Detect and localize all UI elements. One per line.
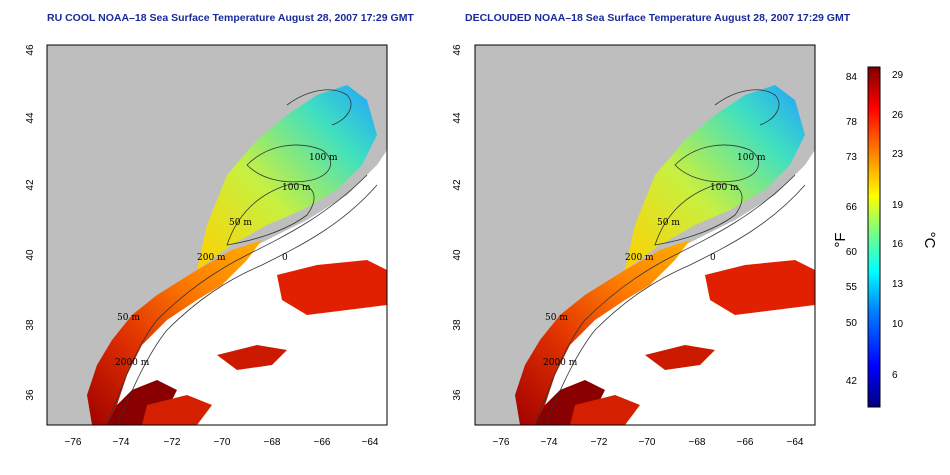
celsius-label: °C	[921, 232, 938, 249]
c-tick-26: 26	[892, 110, 904, 121]
left-contour-label-5: 0	[282, 253, 288, 263]
left-contour-label-6: 50 m	[117, 313, 140, 323]
left-x-tick-64: −64	[362, 437, 379, 448]
left-x-tick-66: −66	[314, 437, 331, 448]
right-contour-label-5: 0	[710, 253, 716, 263]
right-y-tick-40: 40	[452, 249, 463, 261]
right-x-tick-64: −64	[787, 437, 804, 448]
right-y-tick-44: 44	[452, 112, 463, 124]
colorbar-gradient	[867, 66, 881, 408]
right-contour-label-7: 2000 m	[543, 358, 578, 368]
f-tick-42: 42	[846, 376, 858, 387]
f-tick-60: 60	[846, 247, 858, 258]
right-x-tick-70: −70	[639, 437, 656, 448]
right-x-axis: −76 −74 −72 −70 −68 −66 −64	[493, 437, 804, 448]
right-panel-title: DECLOUDED NOAA–18 Sea Surface Temperatur…	[465, 12, 851, 24]
right-contour-label-4: 200 m	[625, 253, 654, 263]
right-y-tick-46: 46	[452, 44, 463, 56]
left-x-tick-74: −74	[113, 437, 130, 448]
right-x-tick-74: −74	[541, 437, 558, 448]
right-y-axis: 36 38 40 42 44 46	[452, 44, 463, 401]
f-tick-84: 84	[846, 72, 858, 83]
right-x-tick-76: −76	[493, 437, 510, 448]
left-contour-label-1: 100 m	[309, 153, 338, 163]
left-y-tick-42: 42	[25, 179, 36, 191]
left-y-tick-46: 46	[25, 44, 36, 56]
left-y-tick-44: 44	[25, 112, 36, 124]
right-y-tick-38: 38	[452, 319, 463, 331]
f-tick-50: 50	[846, 318, 858, 329]
left-x-tick-76: −76	[65, 437, 82, 448]
left-y-tick-40: 40	[25, 249, 36, 261]
left-y-tick-38: 38	[25, 319, 36, 331]
c-tick-19: 19	[892, 200, 904, 211]
c-tick-23: 23	[892, 149, 904, 160]
right-map-panel: 100 m 100 m 50 m 200 m 0 50 m 2000 m	[474, 44, 816, 426]
c-tick-29: 29	[892, 70, 904, 81]
left-contour-label-2: 100 m	[282, 183, 311, 193]
right-y-tick-36: 36	[452, 389, 463, 401]
left-contour-label-3: 50 m	[229, 218, 252, 228]
left-contour-label-7: 2000 m	[115, 358, 150, 368]
left-panel-title: RU COOL NOAA–18 Sea Surface Temperature …	[47, 12, 414, 24]
left-x-tick-68: −68	[264, 437, 281, 448]
right-x-tick-66: −66	[737, 437, 754, 448]
c-tick-16: 16	[892, 239, 904, 250]
colorbar: 84 78 73 66 60 55 50 42 29 26 23 19 16 1…	[832, 66, 938, 408]
f-tick-73: 73	[846, 152, 858, 163]
right-x-tick-72: −72	[591, 437, 608, 448]
c-tick-13: 13	[892, 279, 904, 290]
left-contour-label-4: 200 m	[197, 253, 226, 263]
left-x-tick-72: −72	[164, 437, 181, 448]
c-tick-10: 10	[892, 319, 904, 330]
right-contour-label-1: 100 m	[737, 153, 766, 163]
right-contour-label-2: 100 m	[710, 183, 739, 193]
right-x-tick-68: −68	[689, 437, 706, 448]
c-tick-6: 6	[892, 370, 898, 381]
right-contour-label-6: 50 m	[545, 313, 568, 323]
left-y-tick-36: 36	[25, 389, 36, 401]
f-tick-55: 55	[846, 282, 858, 293]
right-y-tick-42: 42	[452, 179, 463, 191]
f-tick-78: 78	[846, 117, 858, 128]
f-tick-66: 66	[846, 202, 858, 213]
right-contour-label-3: 50 m	[657, 218, 680, 228]
left-map-panel: 100 m 100 m 50 m 200 m 0 50 m 2000 m	[46, 44, 388, 426]
left-x-axis: −76 −74 −72 −70 −68 −66 −64	[65, 437, 379, 448]
left-x-tick-70: −70	[214, 437, 231, 448]
fahrenheit-label: °F	[832, 232, 849, 247]
left-y-axis: 36 38 40 42 44 46	[25, 44, 36, 401]
